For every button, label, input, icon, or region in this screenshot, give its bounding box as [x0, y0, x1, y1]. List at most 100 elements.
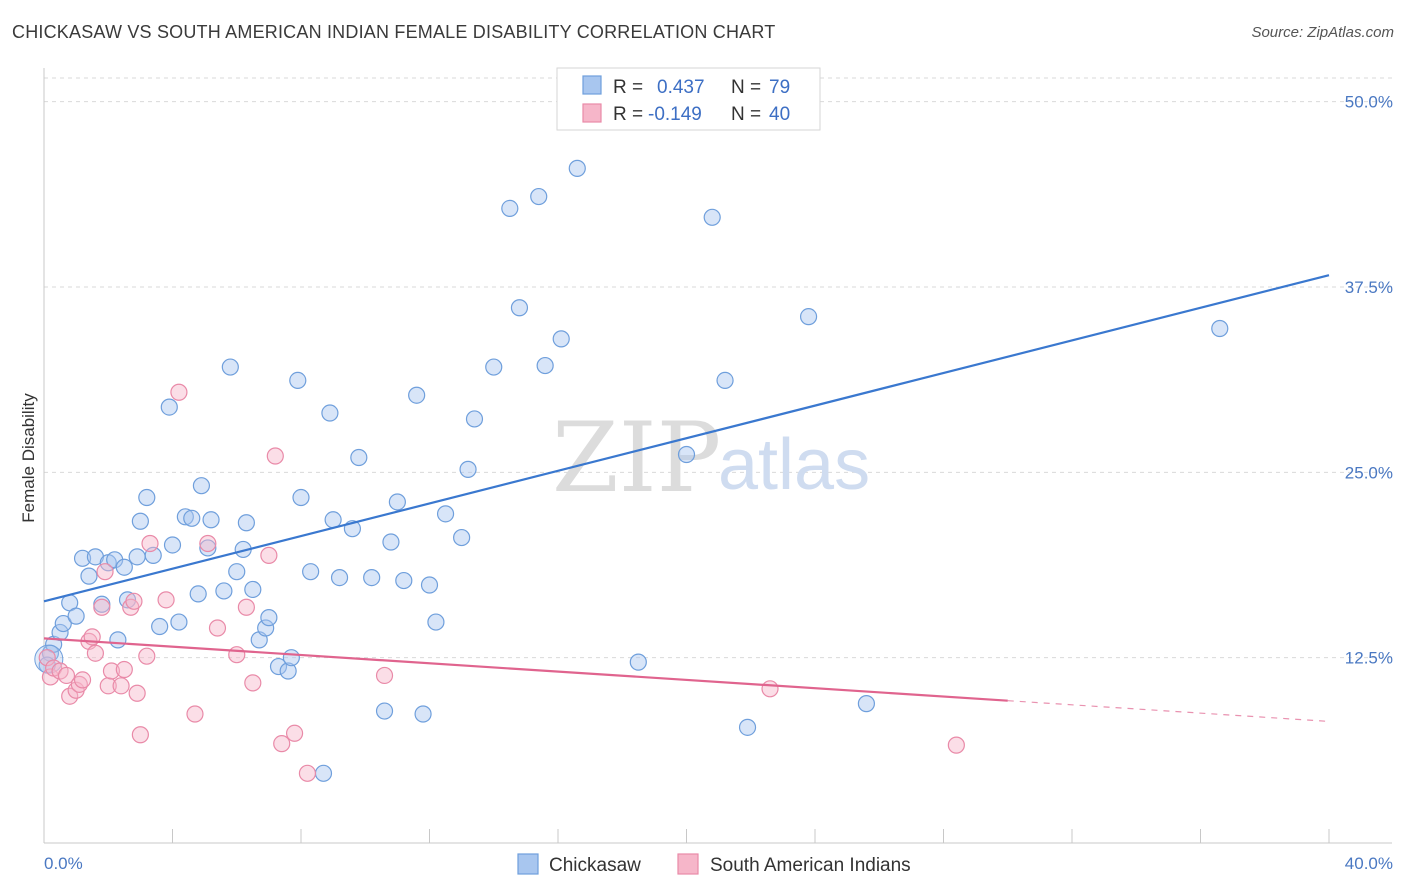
data-point-chickasaw: [420, 576, 439, 594]
data-point-south-american-indians: [285, 724, 304, 742]
data-point-south-american-indians: [61, 687, 79, 705]
data-point-chickasaw: [244, 580, 262, 599]
data-point-chickasaw: [382, 533, 400, 551]
data-point-chickasaw: [54, 614, 72, 633]
axes: [43, 68, 1392, 844]
legend-n-value: 40: [769, 104, 790, 125]
data-point-south-american-indians: [102, 662, 121, 680]
data-point-chickasaw: [292, 488, 310, 507]
data-point-chickasaw: [260, 609, 278, 627]
data-point-south-american-indians: [96, 563, 114, 581]
data-point-chickasaw: [138, 488, 156, 507]
data-point-chickasaw: [465, 410, 484, 428]
data-point-chickasaw: [677, 445, 696, 464]
data-point-south-american-indians: [266, 447, 284, 465]
data-point-south-american-indians: [128, 684, 146, 702]
data-point-chickasaw: [80, 567, 98, 585]
data-point-chickasaw: [436, 505, 455, 523]
data-point-south-american-indians: [375, 666, 394, 685]
data-point-south-american-indians: [141, 534, 159, 553]
data-point-chickasaw: [453, 528, 471, 547]
data-point-chickasaw: [552, 330, 570, 348]
data-point-south-american-indians: [186, 705, 204, 723]
data-point-south-american-indians: [131, 726, 149, 744]
data-point-chickasaw: [716, 371, 734, 389]
data-point-chickasaw: [215, 582, 233, 600]
legend-r-value: 0.437: [657, 77, 705, 98]
data-point-south-american-indians: [237, 598, 255, 616]
data-point-chickasaw: [115, 558, 133, 576]
data-point-chickasaw: [427, 613, 445, 631]
y-tick-label: 50.0%: [1345, 93, 1393, 112]
data-point-chickasaw: [228, 563, 246, 581]
data-point-chickasaw: [363, 568, 381, 587]
data-point-chickasaw: [530, 187, 548, 206]
data-point-chickasaw: [109, 631, 127, 649]
data-point-chickasaw: [703, 208, 721, 226]
x-tick-labels: 0.0% 40.0%: [44, 854, 1393, 873]
data-point-south-american-indians: [199, 534, 217, 553]
watermark: ZIP atlas: [552, 402, 870, 514]
data-point-chickasaw: [131, 512, 149, 530]
data-point-south-american-indians: [947, 736, 965, 754]
data-point-chickasaw: [536, 356, 554, 375]
trend-lines: [43, 274, 1330, 723]
legend-n-label: N =: [731, 104, 761, 125]
legend-r-value: -0.149: [648, 104, 702, 125]
data-point-chickasaw: [221, 358, 239, 376]
data-point-chickasaw: [192, 477, 211, 495]
data-point-south-american-indians: [93, 598, 111, 616]
series-legend: Chickasaw South American Indians: [517, 853, 911, 876]
legend-n-value: 79: [769, 77, 790, 98]
data-point-chickasaw: [1211, 319, 1229, 338]
data-point-chickasaw: [73, 549, 92, 567]
data-point-south-american-indians: [260, 546, 278, 564]
data-point-south-american-indians: [170, 383, 188, 401]
data-point-chickasaw: [170, 613, 188, 631]
series-legend-swatch-chickasaw: [517, 853, 539, 875]
data-point-chickasaw: [199, 539, 217, 557]
legend-r-label: R =: [613, 104, 643, 125]
data-point-chickasaw: [388, 493, 406, 511]
data-point-south-american-indians: [73, 671, 92, 689]
data-point-chickasaw: [314, 764, 333, 782]
data-point-south-american-indians: [208, 619, 227, 637]
data-point-chickasaw: [282, 649, 300, 667]
x-tick-label-min: 0.0%: [44, 854, 83, 873]
stats-legend: R = 0.437 N = 79 R = -0.149 N = 40: [556, 67, 821, 131]
data-point-chickasaw: [330, 568, 349, 587]
data-point-chickasaw: [237, 514, 255, 532]
data-point-chickasaw: [408, 386, 426, 404]
data-point-chickasaw: [629, 653, 647, 671]
data-point-chickasaw: [163, 536, 182, 554]
data-point-south-american-indians: [112, 677, 130, 695]
y-tick-labels: 12.5% 25.0% 37.5% 50.0%: [1345, 93, 1393, 668]
chart-title: CHICKASAW VS SOUTH AMERICAN INDIAN FEMAL…: [12, 22, 776, 42]
data-point-chickasaw: [799, 308, 818, 326]
data-point-south-american-indians: [57, 666, 76, 685]
data-point-south-american-indians: [228, 646, 246, 664]
data-point-chickasaw: [151, 617, 169, 636]
data-point-chickasaw: [279, 662, 297, 680]
y-tick-label: 25.0%: [1345, 463, 1393, 482]
data-point-south-american-indians: [761, 680, 779, 698]
legend-swatch-chickasaw: [582, 75, 602, 95]
data-point-chickasaw: [321, 404, 339, 422]
data-point-chickasaw: [857, 695, 876, 713]
data-point-chickasaw: [67, 607, 85, 625]
data-point-chickasaw: [510, 299, 529, 317]
series-chickasaw-points: [34, 159, 1229, 782]
data-point-chickasaw: [485, 358, 503, 376]
data-point-chickasaw: [375, 702, 394, 720]
data-point-south-american-indians: [86, 644, 105, 662]
data-point-chickasaw: [257, 619, 275, 637]
grid-lines: [44, 77, 1392, 659]
data-point-chickasaw: [269, 657, 288, 676]
data-point-chickasaw: [160, 398, 178, 416]
y-tick-label: 37.5%: [1345, 278, 1393, 297]
data-point-south-american-indians: [125, 592, 143, 610]
data-point-south-american-indians: [157, 591, 175, 609]
data-point-chickasaw: [189, 585, 207, 603]
data-point-south-american-indians: [38, 649, 56, 667]
